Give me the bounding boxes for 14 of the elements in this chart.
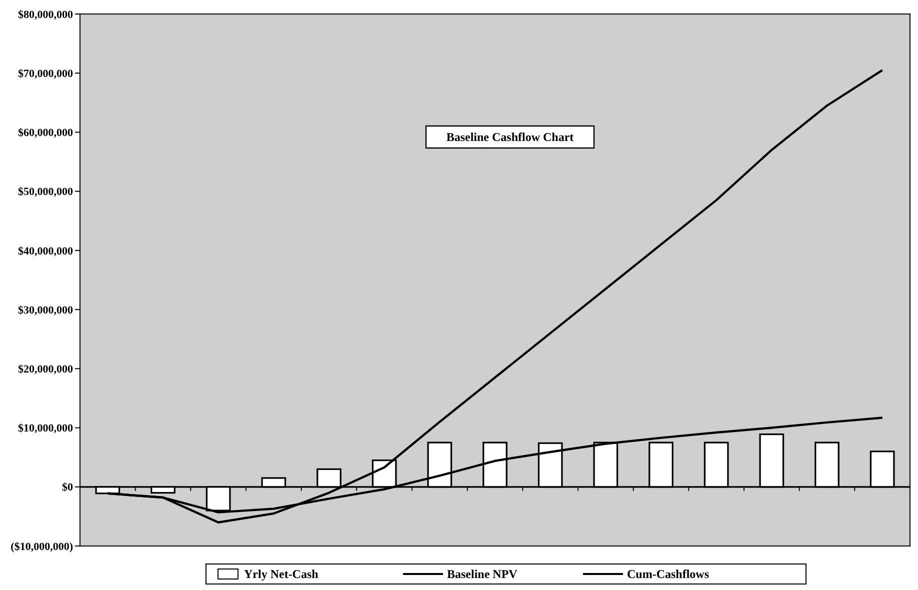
y-tick-label: $40,000,000 <box>18 245 74 258</box>
text: Baseline Cashflow Chart <box>446 130 574 144</box>
y-tick-label: $30,000,000 <box>18 304 74 316</box>
legend-label: Cum-Cashflows <box>627 567 710 582</box>
y-tick-label: $20,000,000 <box>18 364 74 376</box>
y-tick-label: $0 <box>62 482 74 494</box>
y-tick-label: $80,000,000 <box>18 8 74 21</box>
y-tick-label: ($10,000,000) <box>10 540 74 553</box>
y-tick-label: $50,000,000 <box>18 186 74 198</box>
legend-label: Yrly Net-Cash <box>244 567 319 582</box>
y-tick-label: $10,000,000 <box>18 422 74 435</box>
y-tick-label: $70,000,000 <box>18 68 74 80</box>
legend-label: Baseline NPV <box>447 567 518 582</box>
y-tick-label: $60,000,000 <box>18 127 74 140</box>
